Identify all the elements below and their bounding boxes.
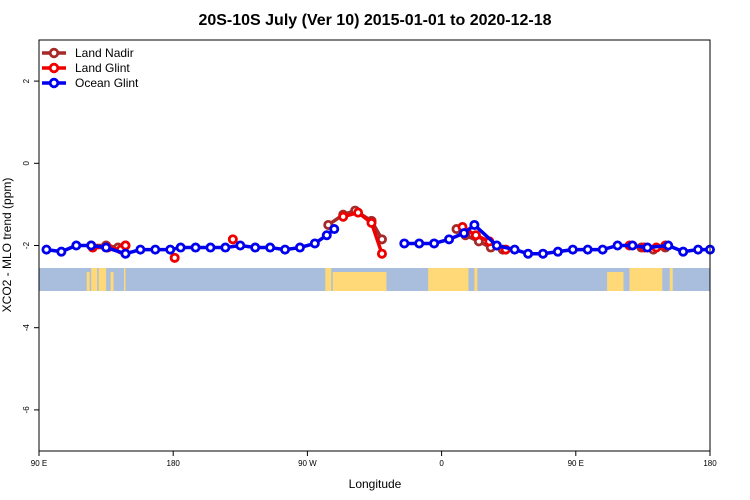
x-axis: 90 E 180 90 W 0 90 E 180: [31, 451, 717, 468]
data-point: [101, 242, 112, 253]
data-point: [150, 244, 161, 255]
data-point: [165, 244, 176, 255]
data-point: [399, 238, 410, 249]
data-point: [120, 248, 131, 259]
data-point: [227, 234, 238, 245]
y-axis: 2 0 -2 -4 -6: [22, 78, 39, 413]
land-segment: [98, 268, 107, 291]
data-point: [491, 240, 502, 251]
data-point: [582, 244, 593, 255]
legend-item: Land Nadir: [42, 46, 134, 60]
data-point: [663, 240, 674, 251]
legend-item: Land Glint: [42, 61, 130, 75]
data-point: [612, 240, 623, 251]
data-point: [444, 234, 455, 245]
land-segment: [428, 268, 469, 291]
data-point: [470, 230, 481, 241]
land-segment: [474, 268, 478, 291]
land-segment: [669, 268, 673, 291]
data-point: [220, 242, 231, 253]
data-point: [205, 242, 216, 253]
land-segment: [629, 268, 663, 291]
data-point: [190, 242, 201, 253]
series-line-segment: [472, 223, 499, 248]
series-ocean-glint: [41, 219, 716, 259]
data-point: [250, 242, 261, 253]
data-point: [627, 240, 638, 251]
data-point: [552, 246, 563, 257]
legend-label: Land Nadir: [75, 46, 134, 60]
data-point: [414, 238, 425, 249]
data-point: [235, 240, 246, 251]
data-point: [429, 238, 440, 249]
data-point: [265, 242, 276, 253]
legend-label: Land Glint: [75, 61, 130, 75]
data-point: [678, 246, 689, 257]
x-tick-label: 90 E: [568, 459, 584, 468]
data-point: [366, 217, 377, 228]
data-point: [41, 244, 52, 255]
y-tick-label: -4: [22, 324, 31, 332]
data-point: [597, 244, 608, 255]
data-point: [469, 219, 480, 230]
land-segment: [325, 268, 332, 291]
legend-swatch-marker: [48, 62, 60, 74]
data-point: [642, 242, 653, 253]
legend-swatch-marker: [48, 77, 60, 89]
series-layer: [41, 205, 716, 263]
x-tick-label: 90 W: [298, 459, 317, 468]
data-point: [280, 244, 291, 255]
land-segment: [91, 268, 98, 291]
data-point: [169, 252, 180, 263]
data-point: [329, 224, 340, 235]
data-point: [120, 240, 131, 251]
land-ocean-band: [39, 268, 710, 291]
data-point: [86, 240, 97, 251]
y-axis-label: XCO2 - MLO trend (ppm): [0, 178, 14, 313]
data-point: [509, 244, 520, 255]
land-segment: [332, 272, 387, 291]
data-point: [537, 248, 548, 259]
data-point: [135, 244, 146, 255]
x-axis-label: Longitude: [349, 477, 402, 491]
series-line-segment: [369, 221, 384, 256]
x-tick-label: 180: [167, 459, 181, 468]
data-point: [353, 207, 364, 218]
data-point: [71, 240, 82, 251]
x-tick-label: 180: [703, 459, 717, 468]
land-segment: [110, 272, 114, 291]
data-point: [309, 238, 320, 249]
data-point: [338, 211, 349, 222]
y-tick-label: -2: [22, 241, 31, 249]
data-point: [321, 230, 332, 241]
data-point: [693, 244, 704, 255]
land-segment: [607, 272, 624, 291]
data-point: [175, 242, 186, 253]
data-point: [458, 228, 469, 239]
land-segment: [123, 268, 126, 291]
data-point: [523, 248, 534, 259]
data-point: [567, 244, 578, 255]
legend-item: Ocean Glint: [42, 76, 139, 90]
x-tick-label: 90 E: [31, 459, 47, 468]
data-point: [376, 248, 387, 259]
x-tick-label: 0: [439, 459, 444, 468]
chart-title: 20S-10S July (Ver 10) 2015-01-01 to 2020…: [198, 12, 551, 29]
y-tick-label: -6: [22, 406, 31, 414]
legend-label: Ocean Glint: [75, 76, 139, 90]
land-segment: [86, 272, 90, 291]
y-tick-label: 2: [22, 78, 31, 83]
legend-swatch-marker: [48, 47, 60, 59]
data-point: [294, 242, 305, 253]
y-tick-label: 0: [22, 161, 31, 166]
data-point: [56, 246, 67, 257]
